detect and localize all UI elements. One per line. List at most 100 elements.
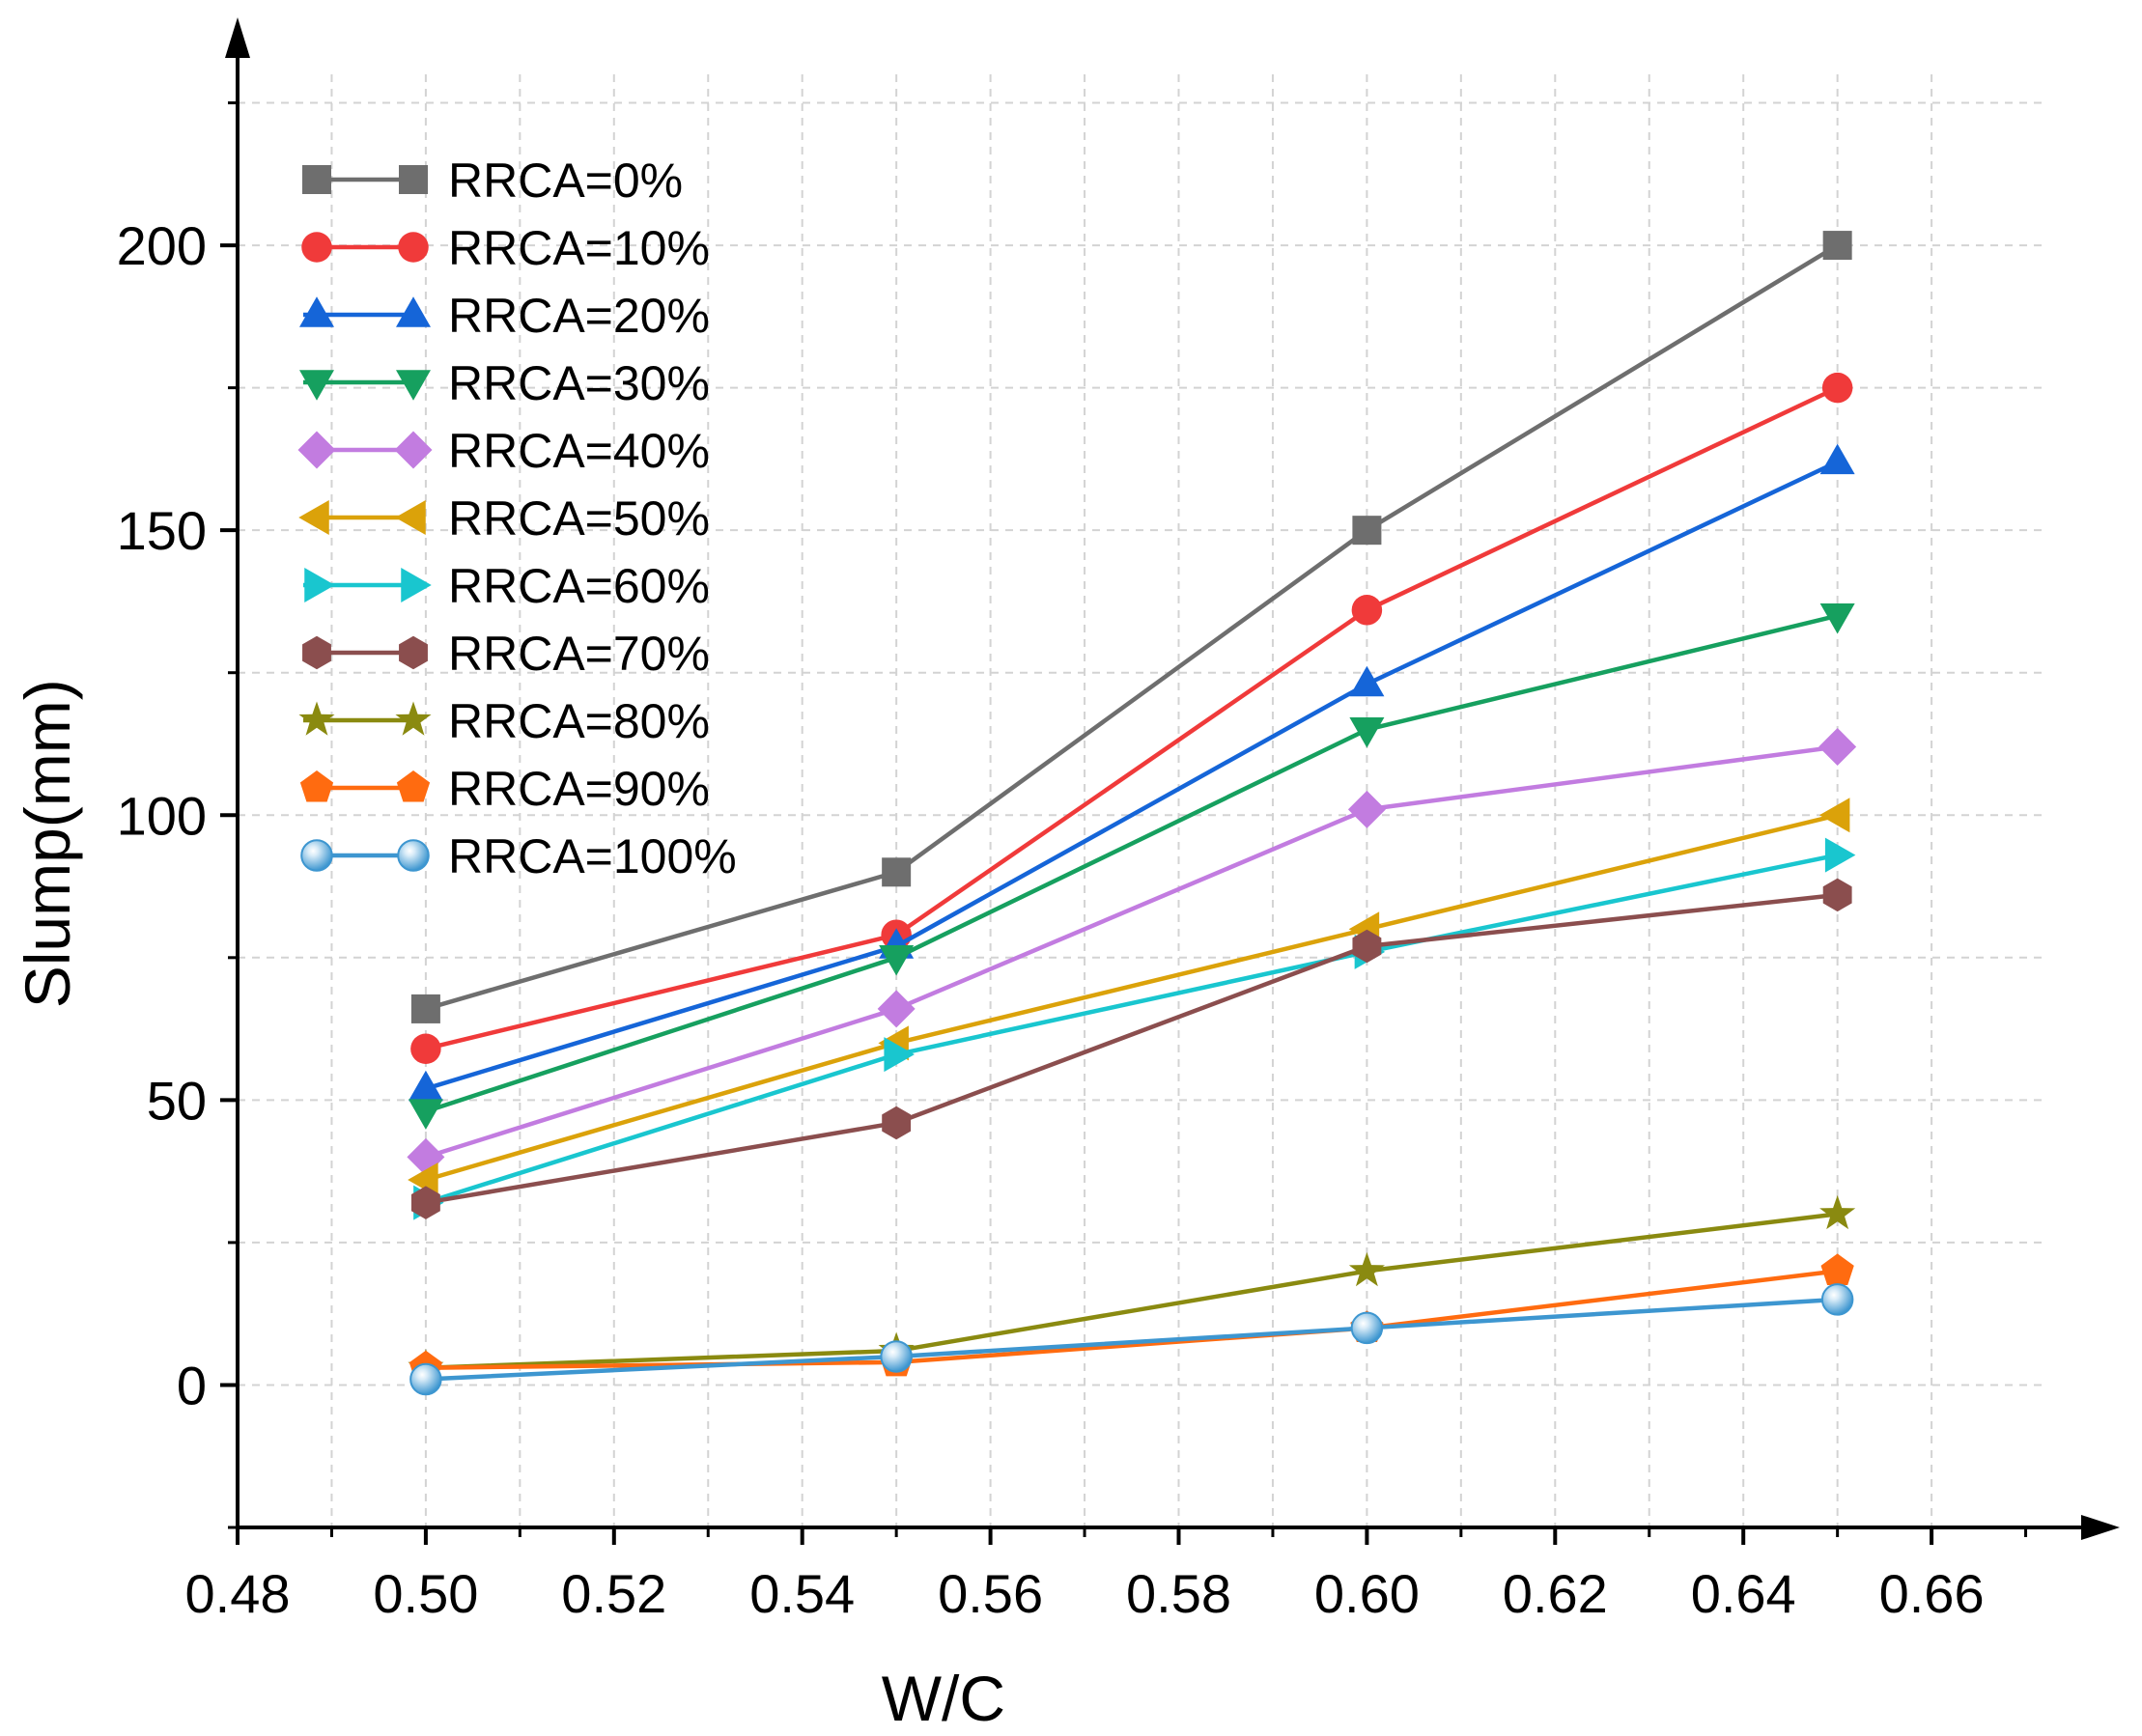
legend-marker bbox=[395, 500, 426, 535]
y-axis-title: Slump(mm) bbox=[12, 679, 83, 1008]
legend-marker bbox=[301, 232, 332, 263]
legend-marker bbox=[401, 568, 432, 602]
data-point bbox=[1349, 665, 1385, 697]
series-line bbox=[425, 460, 1839, 1091]
data-point bbox=[408, 1070, 443, 1102]
legend-label: RRCA=80% bbox=[448, 694, 710, 748]
legend-label: RRCA=60% bbox=[448, 559, 710, 613]
legend-label: RRCA=20% bbox=[448, 289, 710, 343]
legend-marker bbox=[298, 701, 335, 736]
series-line bbox=[425, 1269, 1838, 1370]
legend-marker bbox=[398, 232, 429, 263]
series-line bbox=[425, 1297, 1838, 1382]
x-tick-label: 0.64 bbox=[1691, 1563, 1796, 1624]
legend-marker bbox=[399, 165, 428, 194]
legend-label: RRCA=30% bbox=[448, 356, 710, 410]
data-point bbox=[877, 990, 916, 1028]
data-point bbox=[884, 1037, 915, 1073]
axis-ticks: 0.48 0.50 0.52 0.54 0.56 0.58 0.60 0.62 0.64 0.66… bbox=[117, 101, 2028, 1624]
series-rrca-10 bbox=[410, 372, 1853, 1064]
x-tick-label: 0.66 bbox=[1879, 1563, 1985, 1624]
data-point bbox=[1818, 727, 1857, 766]
x-tick-label: 0.60 bbox=[1314, 1563, 1420, 1624]
legend-item: RRCA=100% bbox=[300, 829, 737, 883]
legend-item: RRCA=10% bbox=[301, 221, 710, 275]
legend-label: RRCA=100% bbox=[448, 829, 737, 883]
series-rrca-0 bbox=[410, 231, 1852, 1023]
data-point bbox=[1352, 929, 1382, 964]
x-axis-title: W/C bbox=[882, 1663, 1005, 1734]
series-line bbox=[425, 613, 1839, 1114]
data-point bbox=[1822, 878, 1852, 912]
y-tick-label: 50 bbox=[147, 1070, 207, 1131]
series-rrca-70 bbox=[410, 878, 1852, 1219]
data-point bbox=[409, 1362, 442, 1396]
series-line bbox=[425, 892, 1838, 1205]
legend-marker bbox=[298, 500, 329, 535]
legend-item: RRCA=90% bbox=[299, 762, 710, 816]
data-point bbox=[1820, 1253, 1854, 1285]
x-tick-label: 0.58 bbox=[1126, 1563, 1231, 1624]
legend-marker bbox=[304, 568, 335, 602]
legend-marker bbox=[394, 431, 433, 469]
x-tick-label: 0.52 bbox=[561, 1563, 666, 1624]
data-point bbox=[410, 1186, 440, 1219]
grid-lines bbox=[238, 74, 2045, 1527]
legend-item: RRCA=0% bbox=[302, 154, 683, 208]
legend-marker bbox=[396, 296, 431, 327]
legend-marker bbox=[300, 839, 333, 872]
legend-marker bbox=[297, 431, 336, 469]
series-line bbox=[425, 744, 1838, 1160]
data-point bbox=[1352, 516, 1382, 546]
data-point bbox=[1351, 595, 1383, 626]
data-point bbox=[882, 1106, 912, 1140]
legend-item: RRCA=20% bbox=[299, 289, 710, 343]
legend-label: RRCA=90% bbox=[448, 762, 710, 816]
data-point bbox=[410, 1033, 441, 1064]
legend-label: RRCA=0% bbox=[448, 154, 683, 208]
data-point bbox=[1820, 1283, 1854, 1316]
x-tick-label: 0.48 bbox=[185, 1563, 291, 1624]
series-line bbox=[425, 243, 1839, 1012]
legend-item: RRCA=40% bbox=[297, 424, 710, 478]
series-line bbox=[425, 813, 1839, 1183]
series-rrca-100 bbox=[409, 1283, 1854, 1396]
data-point bbox=[408, 1162, 438, 1197]
legend-marker bbox=[399, 635, 428, 670]
legend-marker bbox=[396, 370, 431, 401]
y-tick-label: 100 bbox=[117, 785, 207, 846]
legend-label: RRCA=10% bbox=[448, 221, 710, 275]
data-point bbox=[879, 945, 915, 976]
data-point bbox=[410, 994, 440, 1023]
legend-marker bbox=[302, 635, 331, 670]
axes bbox=[225, 17, 2120, 1540]
legend: RRCA=0% RRCA=10% RRCA=20% RRCA=30% RRCA=40% R… bbox=[297, 154, 737, 883]
data-point bbox=[1824, 837, 1856, 873]
y-tick-label: 150 bbox=[117, 500, 207, 561]
data-point bbox=[1821, 372, 1853, 404]
legend-marker bbox=[397, 839, 430, 872]
series-line bbox=[425, 853, 1839, 1205]
series-layer bbox=[407, 231, 1857, 1396]
data-point bbox=[1819, 602, 1855, 634]
legend-item: RRCA=60% bbox=[303, 559, 710, 613]
legend-item: RRCA=70% bbox=[302, 627, 710, 681]
legend-marker bbox=[299, 370, 334, 401]
data-point bbox=[408, 1099, 443, 1130]
data-point bbox=[882, 857, 912, 887]
data-point bbox=[1347, 790, 1386, 828]
series-line bbox=[425, 385, 1839, 1051]
legend-item: RRCA=50% bbox=[298, 491, 710, 546]
series-line bbox=[425, 1212, 1838, 1370]
y-axis-arrow bbox=[225, 17, 250, 58]
data-point bbox=[1349, 716, 1385, 748]
x-tick-label: 0.54 bbox=[749, 1563, 855, 1624]
x-axis-arrow bbox=[2081, 1515, 2120, 1540]
data-point bbox=[1819, 443, 1855, 475]
legend-label: RRCA=50% bbox=[448, 491, 710, 546]
legend-marker bbox=[299, 770, 334, 802]
data-point bbox=[1350, 1311, 1384, 1345]
data-point bbox=[1819, 1194, 1856, 1230]
data-point bbox=[1348, 1251, 1385, 1287]
